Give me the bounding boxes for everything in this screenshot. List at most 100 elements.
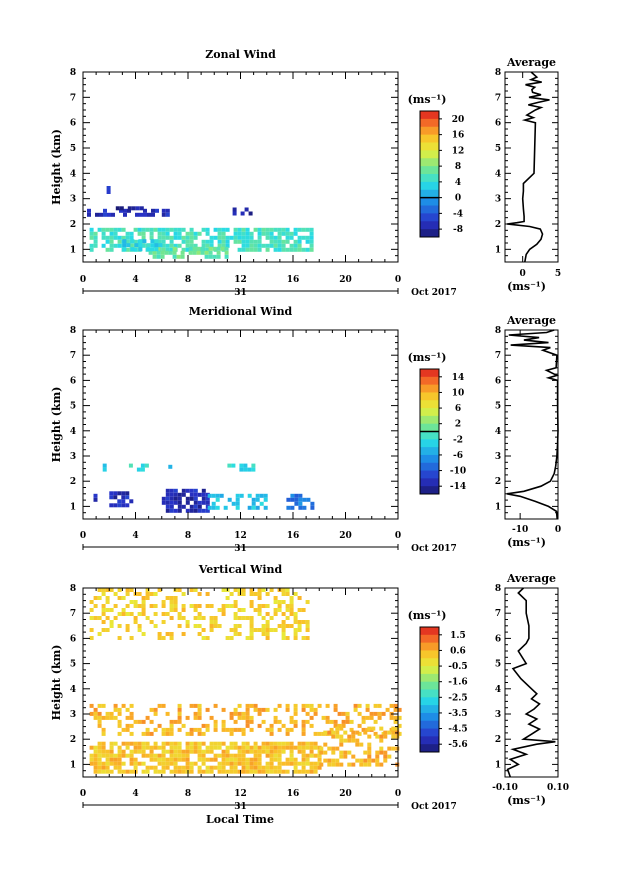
heatmap-cell [177, 508, 182, 513]
heatmap-cell [306, 497, 311, 502]
heatmap-cell [97, 715, 102, 720]
heatmap-cell [245, 757, 250, 762]
heatmap-cell [391, 746, 396, 751]
heatmap-cell [273, 745, 278, 750]
heatmap-cell [229, 235, 234, 240]
heatmap-cell [329, 719, 334, 724]
heatmap-cell [293, 711, 298, 716]
heatmap-cell [277, 239, 282, 244]
heatmap-cell [277, 727, 282, 732]
heatmap-cell [181, 247, 186, 252]
heatmap-cell [269, 231, 274, 236]
heatmap-cell [145, 731, 150, 736]
heatmap-cell [294, 501, 299, 506]
heatmap-cell [309, 741, 314, 746]
heatmap-cell [181, 608, 186, 612]
heatmap-cell [327, 762, 332, 767]
heatmap-cell [297, 624, 302, 628]
heatmap-cell [169, 227, 174, 232]
heatmap-cell [149, 719, 154, 724]
heatmap-cell [265, 636, 270, 640]
heatmap-cell [141, 604, 146, 608]
heatmap-cell [241, 753, 246, 758]
heatmap-cell [249, 727, 254, 732]
heatmap-cell [137, 624, 142, 628]
heatmap-cell [121, 749, 126, 754]
heatmap-cell [301, 719, 306, 724]
heatmap-cell [93, 596, 98, 600]
heatmap-cell [273, 628, 278, 632]
heatmap-cell [188, 250, 193, 255]
heatmap-cell [301, 765, 306, 770]
heatmap-cell [105, 765, 110, 770]
heatmap-cell [285, 247, 290, 252]
heatmap-cell [141, 612, 146, 616]
heatmap-cell [220, 246, 225, 251]
heatmap-cell [197, 604, 202, 608]
heatmap-cell [169, 600, 174, 604]
heatmap-cell [169, 745, 174, 750]
heatmap-cell [185, 231, 190, 236]
heatmap-cell [335, 726, 340, 731]
heatmap-cell [189, 745, 194, 750]
heatmap-cell [341, 719, 346, 724]
heatmap-cell [126, 243, 131, 248]
heatmap-cell [361, 719, 366, 724]
heatmap-cell [281, 620, 286, 624]
heatmap-cell [249, 703, 254, 708]
colorbar-tick-label: -0.5 [448, 662, 467, 672]
heatmap-cell [383, 750, 388, 755]
heatmap-cell [253, 753, 258, 758]
heatmap-cell [277, 749, 282, 754]
heatmap-cell [113, 715, 118, 720]
heatmap-cell [201, 488, 206, 493]
heatmap-cell [137, 749, 142, 754]
heatmap-cell [297, 247, 302, 252]
heatmap-cell [161, 753, 166, 758]
heatmap-cell [249, 628, 254, 632]
heatmap-cell [245, 715, 250, 720]
heatmap-cell [93, 711, 98, 716]
heatmap-cell [221, 757, 226, 762]
heatmap-cell [103, 212, 107, 217]
heatmap-cell [101, 761, 106, 766]
heatmap-cell [221, 727, 226, 732]
heatmap-cell [277, 757, 282, 762]
heatmap-cell [251, 501, 256, 506]
heatmap-cell [161, 243, 166, 248]
heatmap-cell [153, 624, 158, 628]
heatmap-cell [109, 227, 114, 232]
heatmap-cell [89, 745, 94, 750]
heatmap-cell [109, 495, 114, 500]
heatmap-cell [153, 707, 158, 712]
heatmap-cell [169, 488, 174, 493]
heatmap-cell [313, 711, 318, 716]
heatmap-cell [241, 731, 246, 736]
heatmap-cell [89, 231, 94, 236]
heatmap-cell [193, 616, 198, 620]
heatmap-cell [189, 235, 194, 240]
heatmap-cell [185, 247, 190, 252]
heatmap-cell [281, 588, 286, 592]
heatmap-cell [157, 636, 162, 640]
heatmap-cell [244, 207, 249, 212]
heatmap-cell [141, 632, 146, 636]
heatmap-cell [141, 719, 146, 724]
heatmap-cell [173, 719, 178, 724]
heatmap-cell [305, 628, 310, 632]
heatmap-cell [209, 243, 214, 248]
heatmap-cell [265, 727, 270, 732]
heatmap-cell [253, 239, 258, 244]
heatmap-cell [253, 761, 258, 766]
heatmap-cell [154, 243, 159, 248]
heatmap-cell [249, 745, 254, 750]
heatmap-cell [129, 499, 134, 504]
heatmap-cell [197, 707, 202, 712]
heatmap-cell [181, 239, 186, 244]
heatmap-cell [125, 723, 130, 728]
heatmap-cell [201, 508, 206, 513]
average-y-tick-label: 8 [495, 584, 501, 594]
heatmap-cell [177, 243, 182, 248]
heatmap-cell [363, 730, 368, 735]
